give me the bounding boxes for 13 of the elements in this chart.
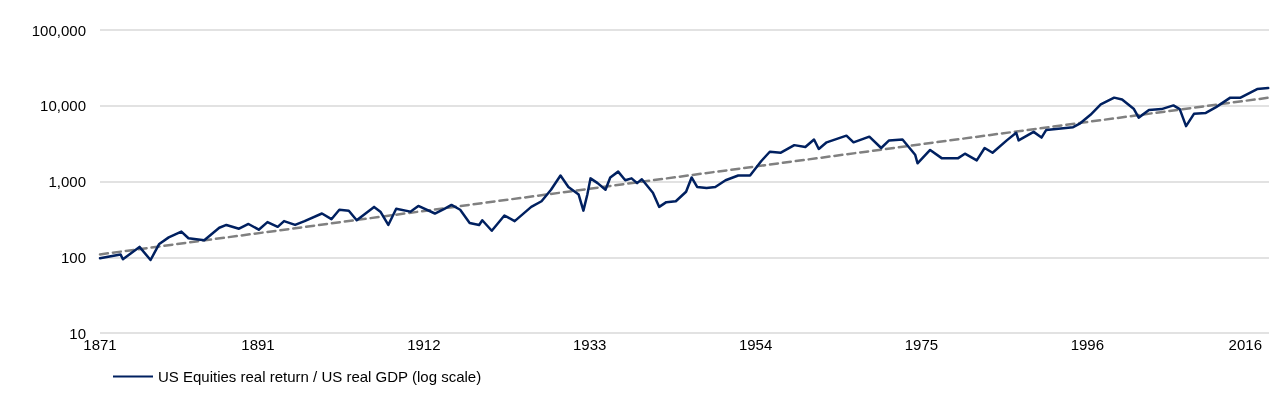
x-tick-label: 1933 [573, 336, 607, 353]
y-tick-label: 100,000 [31, 21, 86, 39]
y-tick-label: 10,000 [40, 97, 86, 115]
y-tick-label: 1,000 [48, 173, 86, 190]
legend-label: US Equities real return / US real GDP (log scale) [158, 368, 482, 385]
x-tick-label: 1996 [1070, 336, 1105, 353]
x-tick-label: 2016 [1228, 336, 1262, 353]
x-tick-label: 1912 [407, 336, 441, 353]
x-tick-label: 1891 [241, 336, 275, 353]
x-tick-label: 1954 [738, 336, 773, 353]
y-tick-label: 100 [60, 248, 86, 266]
y-tick-label: 10 [69, 324, 86, 342]
x-tick-label: 1975 [904, 336, 939, 353]
